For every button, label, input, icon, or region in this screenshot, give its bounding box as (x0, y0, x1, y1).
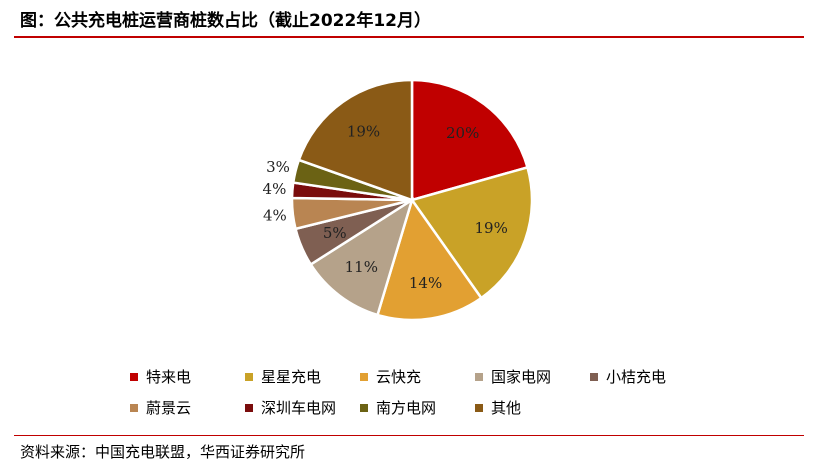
pie-label-2: 14% (409, 274, 442, 292)
legend-item-0: 特来电 (130, 366, 245, 387)
pie-chart: 20% 19% 14% 11% 5% 4% 4% 3% 19% (263, 78, 534, 322)
legend-swatch-6 (245, 403, 253, 412)
pie-labels: 20% 19% 14% 11% 5% 4% 4% 3% 19% (263, 122, 508, 291)
pie-label-1: 19% (475, 219, 508, 237)
pie-label-4: 5% (323, 224, 347, 242)
pie-label-3: 11% (345, 258, 378, 276)
legend-item-8: 其他 (475, 397, 590, 418)
legend-item-5: 蔚景云 (130, 397, 245, 418)
legend-label-4: 小桔充电 (606, 368, 667, 386)
legend-item-2: 云快充 (360, 366, 475, 387)
legend-swatch-2 (360, 372, 368, 381)
legend-label-6: 深圳车电网 (261, 399, 337, 417)
title-divider (14, 36, 804, 38)
legend-swatch-4 (590, 372, 598, 381)
source-note: 资料来源：中国充电联盟，华西证券研究所 (20, 443, 306, 461)
pie-label-8: 19% (347, 122, 380, 140)
legend-item-3: 国家电网 (475, 366, 590, 387)
legend-item-6: 深圳车电网 (245, 397, 360, 418)
legend-label-5: 蔚景云 (146, 399, 192, 417)
chart-legend: 特来电 星星充电 云快充 国家电网 小桔充电蔚景云 深圳车电网 南方电网 其他 (130, 366, 730, 418)
pie-label-5: 4% (263, 207, 287, 225)
pie-slice-3 (309, 197, 415, 317)
pie-label-7: 3% (266, 158, 290, 176)
pie-label-0: 20% (446, 124, 479, 142)
legend-swatch-5 (130, 403, 138, 412)
pie-label-6: 4% (263, 180, 287, 198)
legend-label-8: 其他 (491, 399, 522, 417)
legend-label-1: 星星充电 (261, 368, 322, 386)
legend-swatch-1 (245, 372, 253, 381)
pie-slice-0 (410, 78, 530, 202)
legend-swatch-0 (130, 372, 138, 381)
legend-label-0: 特来电 (146, 368, 192, 386)
legend-swatch-8 (475, 403, 483, 412)
chart-title: 图：公共充电桩运营商桩数占比（截止2022年12月） (20, 11, 431, 31)
pie-slice-1 (409, 165, 534, 300)
legend-swatch-3 (475, 372, 483, 381)
legend-label-2: 云快充 (376, 368, 422, 386)
legend-swatch-7 (360, 403, 368, 412)
source-divider (14, 435, 804, 436)
legend-label-7: 南方电网 (376, 399, 437, 417)
pie-slice-8 (297, 78, 414, 202)
legend-item-4: 小桔充电 (590, 366, 705, 387)
legend-item-1: 星星充电 (245, 366, 360, 387)
pie-slices (290, 78, 534, 322)
legend-label-3: 国家电网 (491, 368, 552, 386)
legend-item-7: 南方电网 (360, 397, 475, 418)
